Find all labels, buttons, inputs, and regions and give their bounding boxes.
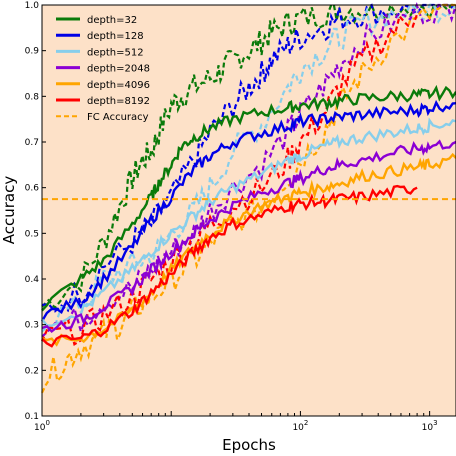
series-layer — [40, 2, 456, 394]
series-depth-128-dashed — [41, 3, 456, 313]
y-tick-label: 0.2 — [25, 366, 39, 376]
y-axis: 0.1 0.2 0.3 0.4 0.5 0.6 0.7 0.8 0.9 1.0 — [25, 1, 46, 422]
y-tick-label: 0.3 — [25, 321, 39, 331]
legend-label-depth-2048: depth=2048 — [87, 64, 150, 75]
legend: depth=32 depth=128 depth=512 depth=2048 dept… — [56, 15, 150, 123]
y-tick-label: 0.9 — [25, 47, 40, 57]
y-axis-title: Accuracy — [0, 176, 18, 245]
y-tick-label: 0.7 — [25, 138, 39, 148]
y-tick-label: 0.6 — [25, 184, 40, 194]
plot-background — [42, 5, 456, 416]
y-tick-label: 0.8 — [25, 92, 40, 102]
x-axis: 100 102 103 — [34, 411, 438, 433]
series-depth-8192-solid — [41, 184, 418, 348]
legend-label-depth-128: depth=128 — [87, 31, 144, 42]
legend-label-depth-4096: depth=4096 — [87, 80, 150, 91]
series-depth-2048-solid — [41, 139, 456, 334]
legend-label-depth-512: depth=512 — [87, 47, 144, 58]
y-tick-label: 1.0 — [25, 1, 40, 11]
y-tick-label: 0.5 — [25, 229, 39, 239]
y-tick-label: 0.1 — [25, 412, 39, 422]
series-depth-4096-solid — [41, 152, 456, 347]
series-depth-32-solid — [41, 84, 456, 312]
legend-label-depth-8192: depth=8192 — [87, 96, 150, 107]
series-depth-2048-dashed — [41, 2, 456, 338]
series-depth-128-solid — [40, 99, 456, 322]
series-depth-512-dashed — [41, 3, 456, 333]
legend-label-fc-accuracy: FC Accuracy — [87, 112, 149, 123]
x-tick-label: 102 — [292, 419, 308, 433]
y-tick-label: 0.4 — [25, 275, 40, 285]
x-tick-label: 100 — [34, 419, 50, 433]
legend-label-depth-32: depth=32 — [87, 15, 137, 26]
x-axis-title: Epochs — [222, 436, 276, 454]
x-tick-label: 103 — [422, 419, 438, 433]
series-depth-4096-dashed — [41, 3, 456, 394]
series-depth-512-solid — [41, 117, 456, 327]
